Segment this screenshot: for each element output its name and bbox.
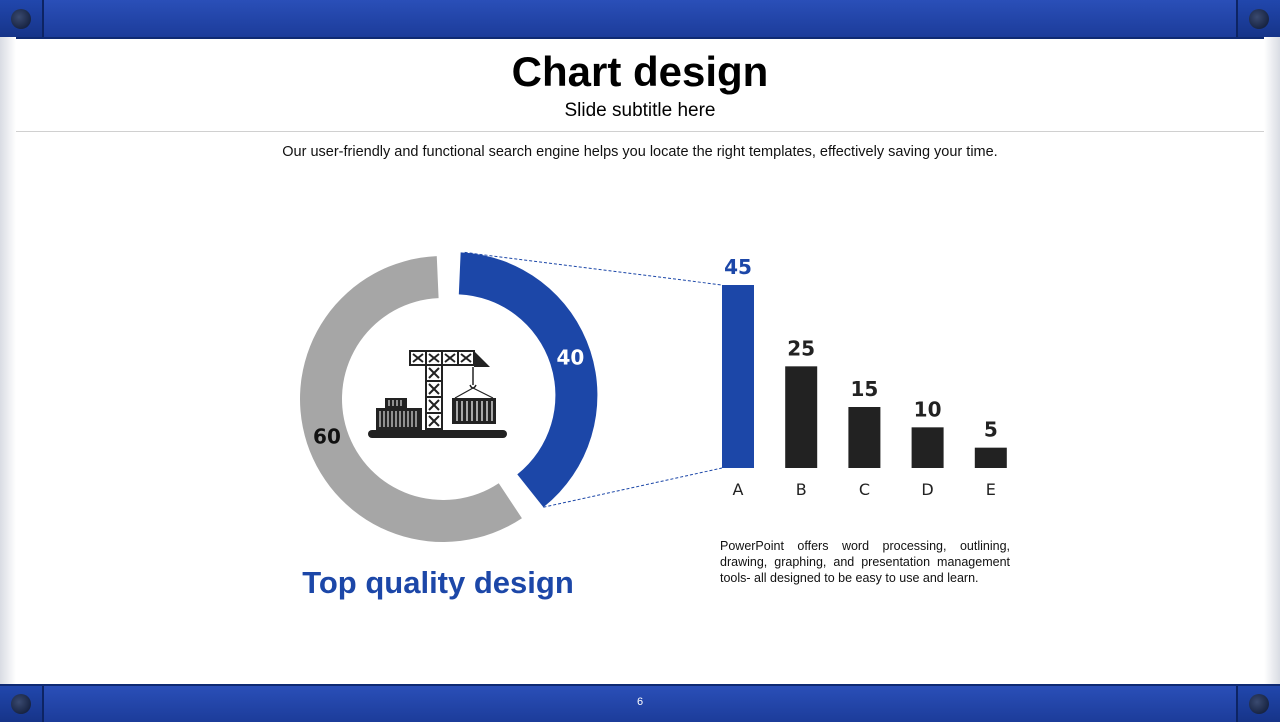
slide-title: Chart design [511, 48, 769, 95]
title-divider [16, 131, 1264, 132]
bar-A [722, 285, 754, 468]
donut-label-60: 60 [313, 425, 341, 449]
bottom-right-corner [1236, 686, 1280, 722]
intro-text: Our user-friendly and functional search … [282, 144, 998, 160]
bar-category-label-B: B [796, 480, 807, 499]
bolt-icon [11, 694, 31, 714]
bar-B [785, 366, 818, 468]
bolt-icon [1249, 8, 1269, 29]
top-right-corner [1236, 0, 1280, 37]
bar-category-label-E: E [986, 480, 996, 499]
bolt-icon [1249, 694, 1269, 714]
page-number: 6 [636, 696, 644, 708]
bar-value-label-D: 10 [914, 397, 942, 421]
bar-C [848, 407, 881, 468]
top-frame-bar [0, 0, 1280, 39]
bolt-icon [11, 8, 31, 29]
bar-chart: 45 A 25 B 15 C 10 D 5 E [722, 255, 1007, 499]
connector-line-bottom [543, 467, 723, 508]
bottom-frame-bar: 6 [0, 684, 1280, 722]
top-left-corner [0, 0, 44, 37]
bar-value-label-C: 15 [850, 377, 878, 401]
bar-category-label-C: C [859, 480, 870, 499]
connector-line-top [464, 251, 723, 286]
bar-E [974, 447, 1007, 468]
slide-subtitle: Slide subtitle here [564, 100, 716, 121]
donut-chart: 40 60 [299, 252, 598, 542]
donut-label-40: 40 [557, 346, 585, 370]
left-frame-shadow [0, 37, 16, 684]
harbor-crane-containers-icon [368, 350, 507, 438]
donut-slice-60 [299, 256, 522, 542]
donut-slice-40 [458, 252, 598, 508]
explode-connectors [464, 251, 723, 508]
bar-value-label-A: 45 [724, 255, 752, 279]
section-heading: Top quality design [302, 565, 574, 600]
bar-value-label-B: 25 [787, 336, 815, 360]
bar-category-label-A: A [733, 480, 744, 499]
description-text: PowerPoint offers word processing, outli… [720, 539, 1010, 585]
bar-value-label-E: 5 [984, 418, 998, 442]
bar-D [911, 427, 944, 468]
right-frame-shadow [1264, 37, 1280, 684]
bottom-left-corner [0, 686, 44, 722]
bar-category-label-D: D [921, 480, 933, 499]
